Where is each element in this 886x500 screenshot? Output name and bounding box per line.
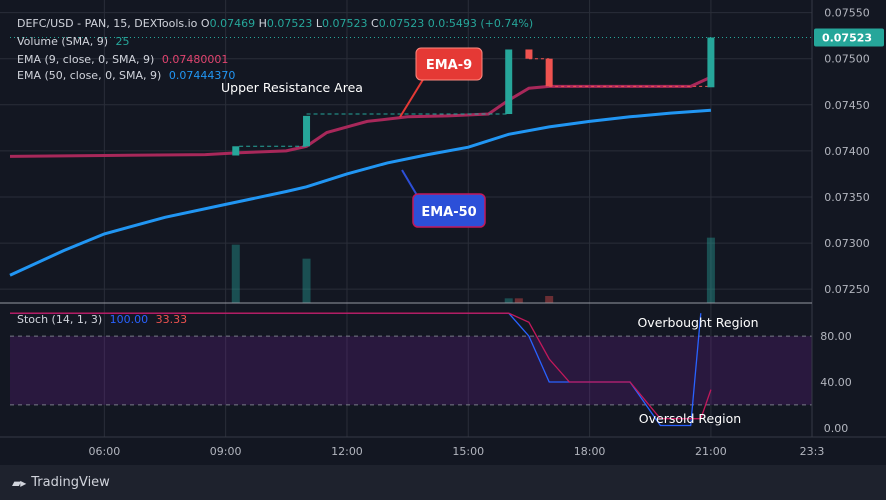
ohlc-label-c: C	[371, 17, 379, 30]
ema50-callout-box	[412, 193, 486, 228]
price-change: 0.0:5493 (+0.74%)	[427, 17, 534, 30]
ema50-callout-pointer	[401, 169, 419, 198]
symbol-line: DEFC/USD - PAN, 15, DEXTools.io	[17, 17, 198, 30]
ohlc-value-l: 0.07523	[322, 17, 368, 30]
tradingview-logo-icon: ▰▸	[12, 475, 26, 490]
volume-bar	[545, 296, 554, 303]
volume-legend-label: Volume (SMA, 9)	[17, 35, 108, 48]
resistance-annotation: Upper Resistance Area	[221, 80, 363, 95]
volume-bar	[231, 244, 240, 303]
stoch-tick-label: 40.00	[820, 376, 852, 389]
volume-legend-value: 25	[115, 35, 130, 48]
ema50-callout-label: EMA-50	[421, 205, 476, 220]
time-tick-label: 21:00	[695, 445, 727, 458]
ema9-callout-label: EMA-9	[426, 58, 472, 73]
ema9-legend[interactable]: EMA (9, close, 0, SMA, 9) 0.07480001	[17, 53, 228, 66]
last-price-label: 0.07523	[822, 32, 872, 45]
ema50-legend-value: 0.07444370	[168, 69, 236, 82]
volume-bar	[514, 298, 523, 303]
volume-legend[interactable]: Volume (SMA, 9) 25	[17, 35, 129, 48]
ema9-callout-pointer	[399, 77, 425, 118]
time-tick-label: 15:00	[452, 445, 484, 458]
stoch-bands	[10, 335, 812, 406]
oversold-annotation: Oversold Region	[639, 411, 741, 426]
ohlc-values: O0.07469 H0.07523 L0.07523 C0.07523	[201, 17, 428, 30]
stoch-d-line	[10, 312, 712, 420]
symbol-info: DEFC/USD - PAN, 15, DEXTools.io O0.07469…	[17, 17, 533, 30]
time-tick-label: 23:3	[800, 445, 825, 458]
price-tick-label: 0.07500	[824, 53, 870, 66]
stoch-tick-label: 80.00	[820, 330, 852, 343]
price-chart[interactable]: 0.07550 0.07500 0.07450 0.07400 0.07350 0.073…	[0, 0, 886, 465]
price-series	[9, 37, 812, 277]
time-tick-label: 18:00	[574, 445, 606, 458]
ohlc-label-h: H	[258, 17, 267, 30]
stoch-legend-label: Stoch (14, 1, 3)	[17, 313, 103, 326]
ema50-line	[9, 108, 712, 277]
axes: 0.07550 0.07500 0.07450 0.07400 0.07350 0.073…	[0, 0, 886, 458]
candle	[505, 49, 513, 115]
time-tick-label: 06:00	[89, 445, 121, 458]
ohlc-label-o: O	[200, 17, 210, 30]
ohlc-value-h: 0.07523	[266, 17, 313, 30]
stoch-tick-label: 0.00	[824, 422, 849, 435]
stoch-band-fill	[10, 336, 812, 405]
last-price-badge	[814, 28, 884, 47]
callouts: Upper Resistance Area EMA-9 EMA-50 Overboug…	[221, 47, 759, 426]
ema9-legend-value: 0.07480001	[161, 53, 229, 66]
stoch-d-value: 33.33	[155, 313, 188, 326]
ema50-legend[interactable]: EMA (50, close, 0, SMA, 9) 0.07444370	[17, 69, 235, 82]
stoch-legend[interactable]: Stoch (14, 1, 3) 100.00 33.33	[17, 313, 187, 326]
price-tick-label: 0.07550	[824, 7, 870, 20]
ema9-callout-box	[415, 47, 483, 81]
candle	[232, 146, 240, 156]
time-tick-label: 12:00	[331, 445, 363, 458]
candle	[707, 37, 715, 88]
ohlc-value-o: 0.07469	[209, 17, 256, 30]
candlesticks	[232, 37, 715, 156]
candle	[545, 58, 553, 87]
candle	[525, 49, 533, 59]
stoch-k-value: 100.00	[109, 313, 149, 326]
ema50-legend-label: EMA (50, close, 0, SMA, 9)	[17, 69, 162, 82]
overbought-annotation: Overbought Region	[637, 315, 758, 330]
price-tick-label: 0.07300	[824, 237, 870, 250]
volume-bar	[706, 237, 715, 303]
volume-bar	[504, 298, 513, 303]
price-tick-label: 0.07400	[824, 145, 870, 158]
stoch-lines	[10, 312, 712, 427]
volume-bar	[302, 258, 311, 303]
price-tick-label: 0.07350	[824, 191, 870, 204]
brand-label: TradingView	[31, 475, 110, 490]
time-tick-label: 09:00	[210, 445, 242, 458]
price-tick-label: 0.07450	[824, 99, 870, 112]
tradingview-brand[interactable]: ▰▸ TradingView	[12, 475, 110, 490]
footer-bar: ▰▸ TradingView	[0, 465, 886, 500]
volume-bars	[231, 237, 715, 303]
ema9-line	[9, 75, 712, 158]
ohlc-label-l: L	[315, 17, 323, 30]
candle	[303, 115, 311, 147]
ohlc-value-c: 0.07523	[378, 17, 425, 30]
ema9-legend-label: EMA (9, close, 0, SMA, 9)	[17, 53, 155, 66]
price-tick-label: 0.07250	[824, 283, 870, 296]
